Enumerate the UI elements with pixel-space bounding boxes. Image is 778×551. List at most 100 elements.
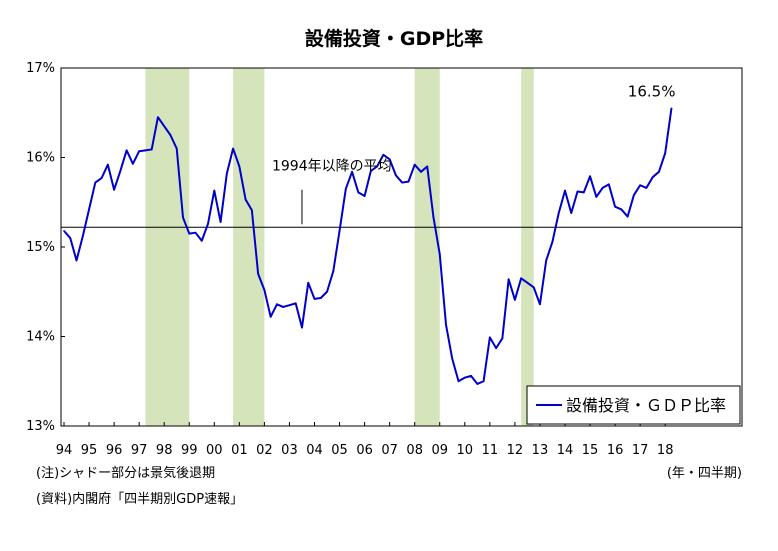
recession-shade-2 — [233, 68, 265, 426]
data-point — [388, 158, 391, 161]
legend: 設備投資・ＧＤＰ比率 — [526, 385, 741, 425]
recession-shade-3 — [414, 68, 440, 426]
data-point — [570, 212, 573, 214]
data-point — [163, 125, 165, 127]
data-point — [539, 303, 541, 306]
y-tick-label: 13% — [26, 419, 55, 434]
data-point — [81, 235, 84, 238]
legend-label: 設備投資・ＧＤＰ比率 — [566, 396, 726, 415]
data-point — [88, 208, 90, 211]
x-tick-label: 05 — [331, 443, 348, 458]
data-point — [94, 181, 97, 184]
x-tick-label: 02 — [256, 443, 273, 458]
data-point — [345, 188, 347, 190]
data-point — [107, 163, 109, 166]
data-point — [601, 187, 604, 189]
data-point — [395, 174, 397, 177]
data-point — [551, 240, 554, 243]
data-point — [376, 165, 378, 168]
data-point — [489, 336, 491, 339]
data-point — [63, 230, 65, 232]
data-point — [169, 134, 172, 136]
y-tick-label: 15% — [26, 240, 55, 255]
data-point — [451, 358, 454, 360]
average-label: 1994年以降の平均 — [272, 158, 392, 174]
data-point — [407, 180, 410, 183]
data-point — [426, 165, 429, 168]
x-tick-label: 96 — [106, 443, 123, 458]
x-tick-label: 18 — [657, 443, 674, 458]
x-tick-label: 08 — [406, 443, 423, 458]
data-point — [363, 195, 366, 197]
x-tick-label: 17 — [632, 443, 649, 458]
data-point — [75, 259, 78, 262]
data-point — [658, 171, 660, 173]
y-tick-label: 17% — [26, 61, 55, 76]
data-point — [401, 181, 403, 184]
data-point — [532, 286, 535, 289]
recession-shade-4 — [521, 68, 534, 426]
data-point — [119, 170, 122, 172]
data-point — [244, 198, 247, 201]
data-point — [633, 194, 635, 196]
data-point — [445, 324, 447, 326]
data-point — [438, 253, 441, 255]
data-point — [564, 189, 566, 192]
x-tick-label: 04 — [306, 443, 323, 458]
data-point — [251, 209, 253, 212]
series-line-1 — [63, 108, 673, 385]
recession-shade-1 — [145, 68, 190, 426]
data-point — [545, 259, 548, 262]
y-tick-label: 14% — [26, 330, 55, 345]
data-point — [326, 290, 328, 293]
data-point — [595, 196, 598, 198]
data-point — [626, 215, 629, 218]
data-point — [382, 154, 385, 156]
x-unit-label: (年・四半期) — [666, 466, 742, 481]
data-point — [413, 163, 416, 166]
end-value-label: 16.5% — [628, 82, 676, 100]
data-point — [507, 278, 510, 281]
data-point — [150, 148, 153, 151]
data-point — [313, 298, 316, 300]
data-point — [138, 150, 140, 153]
data-point — [157, 116, 159, 119]
data-point — [557, 212, 560, 214]
data-point — [226, 172, 228, 175]
data-point — [125, 149, 128, 152]
y-tick-label: 16% — [26, 151, 55, 166]
x-tick-label: 97 — [131, 443, 148, 458]
data-point — [457, 380, 460, 383]
chart-title: 設備投資・GDP比率 — [305, 27, 483, 50]
data-point — [338, 230, 341, 232]
data-point — [144, 149, 147, 152]
data-point — [132, 162, 134, 165]
x-tick-label: 15 — [582, 443, 599, 458]
x-tick-label: 03 — [281, 443, 298, 458]
data-point — [175, 147, 178, 150]
data-point — [207, 222, 209, 225]
data-point — [370, 170, 372, 172]
legend-box — [526, 385, 741, 425]
source-note: (資料)内閣府「四半期別GDP速報」 — [36, 492, 244, 507]
x-tick-label: 11 — [482, 443, 499, 458]
data-point — [501, 337, 504, 340]
x-tick-label: 16 — [607, 443, 624, 458]
data-point — [69, 237, 72, 239]
data-point — [269, 316, 272, 318]
data-point — [194, 231, 197, 234]
x-tick-label: 10 — [457, 443, 474, 458]
data-point — [282, 306, 284, 308]
x-tick-label: 98 — [156, 443, 173, 458]
data-point — [664, 152, 666, 154]
data-point — [351, 171, 353, 173]
x-tick-label: 12 — [507, 443, 524, 458]
data-point — [200, 239, 203, 242]
data-point — [614, 205, 616, 208]
data-point — [582, 191, 585, 194]
data-point — [357, 191, 360, 194]
data-point — [476, 383, 479, 385]
data-point — [670, 107, 673, 110]
data-point — [213, 189, 216, 192]
